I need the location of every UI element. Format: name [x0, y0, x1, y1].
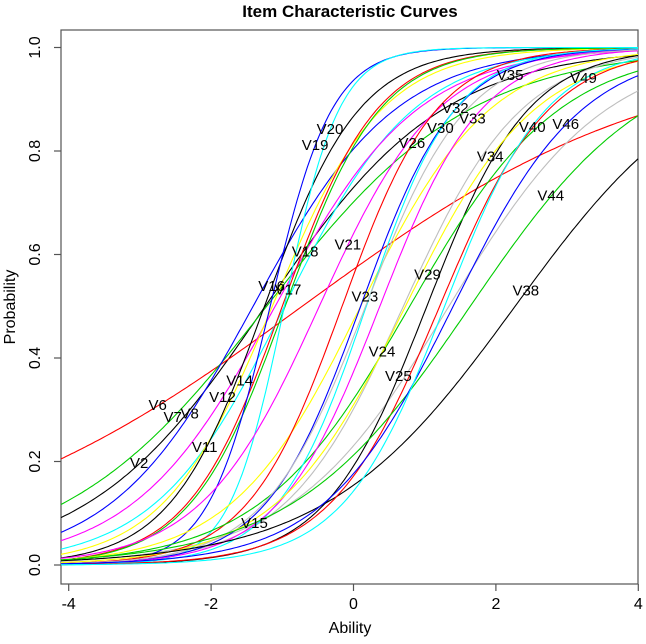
curve-label-V25: V25: [385, 368, 412, 385]
y-tick-label-1.0: 1.0: [27, 36, 44, 58]
curve-label-V49: V49: [570, 70, 597, 87]
curve-label-V40: V40: [519, 119, 546, 136]
curve-label-V16: V16: [258, 278, 285, 295]
x-axis-label: Ability: [329, 620, 372, 637]
curve-label-V44: V44: [537, 188, 564, 205]
x-tick-label-4: 4: [634, 596, 643, 613]
curve-label-V32: V32: [442, 100, 469, 117]
curve-label-V11: V11: [192, 439, 218, 456]
curve-label-V15: V15: [241, 515, 268, 532]
x-tick-label--4: -4: [62, 596, 76, 613]
curve-label-V12: V12: [209, 389, 236, 406]
y-tick-label-0.6: 0.6: [27, 243, 44, 265]
curve-V38: [60, 158, 639, 562]
chart-title: Item Characteristic Curves: [242, 2, 457, 21]
curve-V44: [60, 115, 639, 561]
curve-V6: [60, 115, 639, 460]
curve-label-V21: V21: [334, 236, 361, 253]
curve-label-V34: V34: [477, 149, 504, 166]
y-tick-label-0.8: 0.8: [27, 140, 44, 162]
curve-V18: [60, 47, 638, 561]
curve-label-V35: V35: [497, 67, 524, 84]
curve-label-V7: V7: [164, 409, 182, 426]
curve-label-V24: V24: [369, 343, 396, 360]
y-tick-label-0.2: 0.2: [27, 450, 44, 472]
curve-V29: [60, 70, 639, 561]
curve-V49: [61, 58, 639, 566]
curve-V7: [60, 60, 639, 505]
x-tick-label-0: 0: [349, 596, 358, 613]
curve-label-V8: V8: [181, 405, 199, 422]
curve-V32: [60, 48, 638, 566]
curve-label-V26: V26: [399, 135, 426, 152]
curve-group: [60, 46, 639, 566]
curve-label-V33: V33: [459, 111, 486, 128]
y-axis-label: Probability: [2, 270, 19, 345]
curve-label-V20: V20: [317, 121, 344, 138]
x-axis-ticks: -4 -2 0 2 4: [62, 584, 643, 613]
curve-label-V46: V46: [552, 116, 579, 133]
curve-V46: [60, 75, 639, 565]
curve-V26: [60, 47, 639, 565]
curve-label-V6: V6: [149, 397, 167, 414]
plot-border: [60, 29, 639, 585]
curve-V35: [60, 49, 639, 565]
curve-label-V18: V18: [292, 244, 319, 261]
curve-V23: [60, 53, 639, 561]
curve-label-V30: V30: [427, 120, 454, 137]
curve-label-V29: V29: [414, 267, 441, 284]
curve-label-V2: V2: [130, 455, 148, 472]
curve-label-V14: V14: [226, 372, 253, 389]
y-tick-label-0.0: 0.0: [27, 554, 44, 576]
curve-label-V19: V19: [302, 137, 329, 154]
y-tick-label-0.4: 0.4: [27, 347, 44, 369]
curve-V40: [61, 60, 639, 566]
x-tick-label--2: -2: [204, 596, 218, 613]
curve-V34: [60, 60, 639, 564]
curve-V2: [60, 54, 639, 519]
y-axis-ticks: 0.0 0.2 0.4 0.6 0.8 1.0: [27, 36, 61, 576]
curve-V33: [61, 50, 639, 565]
curve-V30: [60, 48, 639, 565]
curve-V16: [60, 47, 638, 559]
x-tick-label-2: 2: [491, 596, 500, 613]
curve-label-V23: V23: [352, 289, 379, 306]
curve-V21: [60, 49, 639, 559]
curve-label-V38: V38: [512, 283, 539, 300]
curve-label-V17: V17: [275, 282, 302, 299]
